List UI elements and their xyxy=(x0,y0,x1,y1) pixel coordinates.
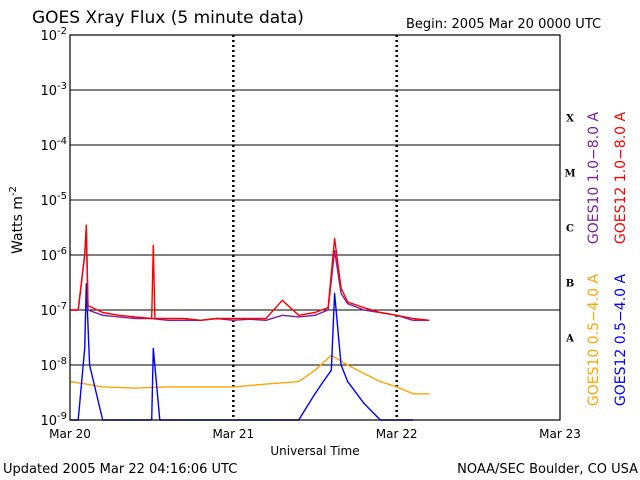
flare-class-label: A xyxy=(565,334,574,345)
legend-entry: GOES10 0.5−4.0 A xyxy=(586,274,602,407)
x-tick-label: Mar 23 xyxy=(539,427,581,441)
x-tick-label: Mar 20 xyxy=(49,427,91,441)
flare-class-label: X xyxy=(566,114,574,125)
updated-timestamp: Updated 2005 Mar 22 04:16:06 UTC xyxy=(3,462,237,477)
y-tick-label: 10-4 xyxy=(40,136,67,154)
legend-entry: GOES12 1.0−8.0 A xyxy=(613,112,629,245)
gridlines xyxy=(70,89,560,366)
y-tick-label: 10-9 xyxy=(40,411,67,429)
chart-title: GOES Xray Flux (5 minute data) xyxy=(32,8,304,28)
x-tick-label: Mar 21 xyxy=(212,427,254,441)
flare-class-labels: X M C B A xyxy=(564,114,575,345)
begin-label: Begin: 2005 Mar 20 0000 UTC xyxy=(406,17,601,32)
series-line xyxy=(70,283,413,421)
legend: GOES10 1.0−8.0 A GOES12 1.0−8.0 A GOES10 0… xyxy=(586,112,629,407)
y-tick-label: 10-5 xyxy=(40,191,67,209)
legend-entry: GOES10 1.0−8.0 A xyxy=(586,112,602,245)
y-tick-label: 10-2 xyxy=(40,26,67,44)
major-day-ticks xyxy=(232,35,398,420)
y-tick-label: 10-8 xyxy=(40,356,67,374)
flare-class-label: M xyxy=(564,169,575,180)
flare-class-label: B xyxy=(566,279,574,290)
y-tick-label: 10-3 xyxy=(40,81,67,99)
y-tick-labels: 10-2 10-3 10-4 10-5 10-6 10-7 10-8 10-9 xyxy=(40,26,67,429)
legend-entry: GOES12 0.5−4.0 A xyxy=(613,274,629,407)
flare-class-label: C xyxy=(566,224,574,235)
x-tick-labels: Mar 20 Mar 21 Mar 22 Mar 23 xyxy=(49,427,581,441)
series-line xyxy=(70,228,430,321)
y-tick-label: 10-6 xyxy=(40,246,67,264)
x-axis-label: Universal Time xyxy=(270,444,359,458)
y-axis-label: Watts m-2 xyxy=(8,186,26,254)
y-tick-label: 10-7 xyxy=(40,301,67,319)
plot-frame xyxy=(69,34,561,421)
plot-lines xyxy=(69,224,430,421)
series-line xyxy=(69,354,430,395)
source-credit: NOAA/SEC Boulder, CO USA xyxy=(457,462,638,477)
x-tick-label: Mar 22 xyxy=(376,427,418,441)
series-line xyxy=(70,224,430,321)
